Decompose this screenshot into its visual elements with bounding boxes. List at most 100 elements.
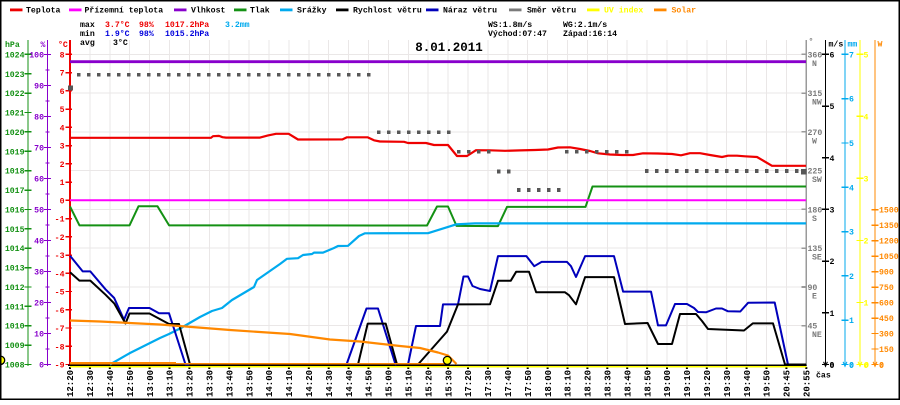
svg-text:3.7°C: 3.7°C (105, 21, 130, 30)
svg-text:N: N (812, 60, 817, 69)
svg-text:45: 45 (808, 323, 818, 332)
svg-text:-2: -2 (55, 234, 65, 243)
svg-text:NE: NE (812, 331, 822, 340)
svg-text:1009: 1009 (5, 342, 25, 351)
svg-text:1021: 1021 (5, 110, 25, 119)
svg-text:15:20: 15:20 (424, 370, 434, 397)
svg-text:14:50: 14:50 (365, 370, 375, 397)
svg-text:17:20: 17:20 (464, 370, 474, 397)
svg-text:1010: 1010 (5, 323, 25, 332)
svg-text:-1: -1 (55, 216, 65, 225)
svg-text:2: 2 (864, 238, 869, 247)
svg-text:8.01.2011: 8.01.2011 (415, 41, 483, 55)
svg-text:10: 10 (34, 331, 44, 340)
svg-text:min: min (80, 29, 95, 39)
svg-text:°: ° (809, 38, 814, 47)
svg-text:12:30: 12:30 (86, 370, 96, 397)
svg-text:WG:2.1m/s: WG:2.1m/s (563, 20, 607, 30)
svg-text:12:50: 12:50 (126, 370, 136, 397)
svg-text:3: 3 (849, 229, 854, 238)
svg-text:4: 4 (830, 155, 835, 164)
svg-text:1017: 1017 (5, 187, 25, 196)
svg-text:4: 4 (849, 184, 854, 193)
svg-text:avg: avg (80, 39, 95, 48)
svg-text:SE: SE (812, 254, 822, 263)
svg-text:2: 2 (849, 273, 854, 282)
svg-text:18:40: 18:40 (623, 370, 633, 397)
svg-text:0: 0 (864, 362, 869, 371)
svg-text:5: 5 (849, 140, 854, 149)
svg-text:0: 0 (879, 362, 884, 371)
svg-text:2: 2 (60, 161, 65, 170)
svg-text:19:50: 19:50 (763, 370, 773, 397)
svg-text:Západ:16:14: Západ:16:14 (563, 29, 617, 39)
svg-text:18:20: 18:20 (584, 370, 594, 397)
svg-text:-5: -5 (55, 289, 65, 298)
svg-text:0: 0 (830, 362, 835, 371)
svg-text:20:55: 20:55 (803, 370, 813, 397)
svg-text:19:00: 19:00 (663, 370, 673, 397)
svg-text:1020: 1020 (5, 129, 25, 138)
svg-text:8: 8 (60, 51, 65, 60)
svg-text:UV index: UV index (604, 6, 643, 16)
svg-text:12:40: 12:40 (106, 370, 116, 397)
svg-text:1500: 1500 (879, 207, 899, 216)
svg-text:1016: 1016 (5, 207, 25, 216)
svg-text:5: 5 (864, 51, 869, 60)
svg-text:100: 100 (29, 51, 44, 60)
svg-text:Teplota: Teplota (26, 6, 60, 16)
svg-text:-8: -8 (55, 343, 65, 352)
svg-text:17:40: 17:40 (504, 370, 514, 397)
svg-text:18:00: 18:00 (544, 370, 554, 397)
svg-text:19:40: 19:40 (743, 370, 753, 397)
svg-text:0: 0 (830, 362, 835, 371)
svg-text:4: 4 (60, 124, 65, 133)
svg-text:3: 3 (60, 143, 65, 152)
svg-text:13:40: 13:40 (225, 370, 235, 397)
svg-text:1019: 1019 (5, 148, 25, 157)
svg-text:15:10: 15:10 (405, 370, 415, 397)
svg-text:WS:1.8m/s: WS:1.8m/s (488, 20, 532, 30)
svg-text:0: 0 (849, 362, 854, 371)
svg-text:14:00: 14:00 (265, 370, 275, 397)
svg-text:1023: 1023 (5, 71, 25, 80)
svg-text:1018: 1018 (5, 168, 25, 177)
svg-text:3: 3 (864, 175, 869, 184)
svg-text:900: 900 (879, 269, 894, 278)
svg-text:-4: -4 (55, 270, 65, 279)
svg-text:150: 150 (879, 346, 894, 355)
svg-text:5: 5 (60, 106, 65, 115)
svg-text:19:20: 19:20 (703, 370, 713, 397)
svg-text:Směr větru: Směr větru (527, 6, 576, 16)
svg-text:98%: 98% (139, 21, 154, 30)
svg-text:1015: 1015 (5, 226, 25, 235)
svg-text:1014: 1014 (5, 245, 25, 254)
svg-text:1024: 1024 (5, 51, 25, 60)
svg-text:300: 300 (879, 331, 894, 340)
svg-text:m/s: m/s (829, 40, 844, 50)
svg-text:600: 600 (879, 300, 894, 309)
svg-text:15:30: 15:30 (444, 370, 454, 397)
svg-text:20:45: 20:45 (783, 370, 793, 397)
svg-text:40: 40 (34, 238, 44, 247)
svg-text:1: 1 (830, 310, 835, 319)
svg-text:0: 0 (849, 362, 854, 371)
svg-text:W: W (878, 41, 883, 50)
svg-text:180: 180 (808, 206, 823, 215)
svg-text:1013: 1013 (5, 265, 25, 274)
svg-text:3.2mm: 3.2mm (225, 21, 250, 30)
svg-text:90: 90 (808, 284, 818, 293)
svg-text:225: 225 (808, 168, 823, 177)
svg-text:80: 80 (34, 113, 44, 122)
svg-text:90: 90 (34, 82, 44, 91)
svg-text:0: 0 (864, 362, 869, 371)
svg-text:13:10: 13:10 (166, 370, 176, 397)
svg-text:2: 2 (830, 258, 835, 267)
svg-text:5: 5 (830, 103, 835, 112)
svg-text:13:00: 13:00 (146, 370, 156, 397)
svg-text:°C: °C (58, 41, 68, 50)
svg-text:1012: 1012 (5, 284, 25, 293)
svg-text:1200: 1200 (879, 238, 899, 247)
svg-text:60: 60 (34, 175, 44, 184)
svg-text:W: W (812, 137, 817, 146)
